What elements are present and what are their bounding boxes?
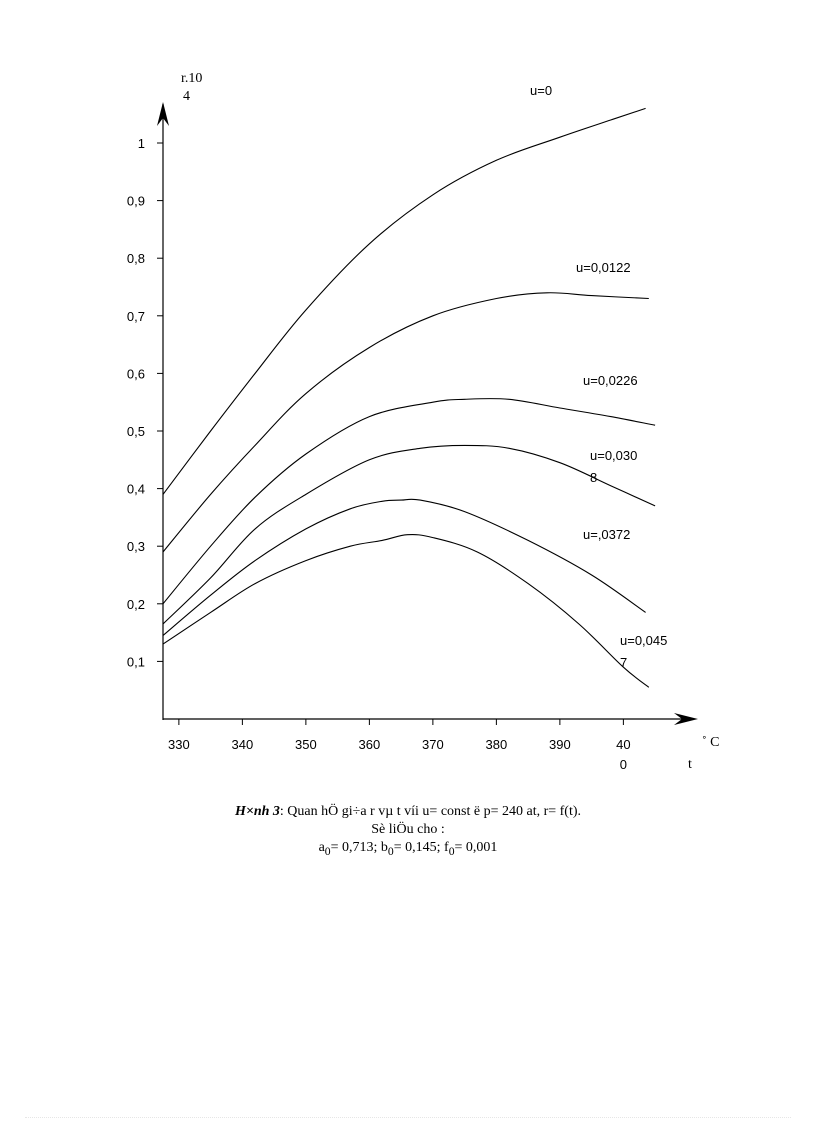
series-label-3: u=0,0226 bbox=[583, 373, 638, 388]
caption-title: : Quan hÖ gi÷a r vµ t víi u= const ë p= … bbox=[279, 804, 582, 819]
x-axis-unit: ˚ C bbox=[702, 735, 720, 750]
caption-line-2: Sè liÖu cho : bbox=[371, 822, 445, 837]
y-tick-label: 0,6 bbox=[127, 366, 145, 381]
coef-f-symbol: f bbox=[444, 840, 449, 855]
axes bbox=[157, 102, 698, 725]
y-axis-arrow bbox=[157, 102, 169, 126]
series-label-1: u=0 bbox=[530, 83, 552, 98]
x-tick-label: 330 bbox=[168, 737, 190, 752]
x-tick-label: 370 bbox=[422, 737, 444, 752]
y-axis-label: r.10 bbox=[181, 71, 202, 86]
y-ticks: 0,1 0,2 0,3 0,4 0,5 0,6 0,7 0,8 0,9 1 bbox=[127, 136, 163, 669]
coef-f-subscript: 0 bbox=[448, 844, 455, 858]
y-tick-label: 0,1 bbox=[127, 654, 145, 669]
x-tick-label: 40 bbox=[616, 737, 630, 752]
y-axis-label-exponent: 4 bbox=[183, 89, 190, 104]
x-tick-label: 360 bbox=[359, 737, 381, 752]
y-tick-label: 1 bbox=[138, 136, 145, 151]
series-line-2 bbox=[162, 292, 649, 553]
x-axis-arrow bbox=[674, 713, 698, 725]
chart-svg: 0,1 0,2 0,3 0,4 0,5 0,6 0,7 0,8 0,9 1 330 340 350 36… bbox=[127, 71, 720, 772]
series-label-5: u=,0372 bbox=[583, 527, 630, 542]
series-label-6: u=0,045 bbox=[620, 633, 667, 648]
coef-f-value: = 0,001 bbox=[454, 840, 498, 855]
y-tick-label: 0,8 bbox=[127, 251, 145, 266]
page-edge-divider bbox=[25, 1117, 791, 1118]
series-line-6 bbox=[162, 533, 650, 688]
series-label-4-line2: 8 bbox=[590, 470, 597, 485]
series-line-3 bbox=[162, 398, 656, 605]
series-label-2: u=0,0122 bbox=[576, 260, 631, 275]
series-line-4 bbox=[162, 444, 656, 625]
figure-label: H×nh 3 bbox=[234, 804, 280, 819]
x-tick-label: 350 bbox=[295, 737, 317, 752]
coef-a-subscript: 0 bbox=[324, 844, 331, 858]
coef-b-symbol: b bbox=[380, 840, 388, 855]
series-line-1 bbox=[162, 107, 646, 495]
axis-labels: r.10 4 ˚ C t bbox=[181, 71, 720, 772]
curves bbox=[162, 107, 656, 688]
x-ticks: 330 340 350 360 370 380 390 400 bbox=[168, 719, 631, 772]
y-tick-label: 0,5 bbox=[127, 424, 145, 439]
series-labels: u=0 u=0,0122 u=0,0226 u=0,030 8 u=,0372 u=0,04… bbox=[530, 83, 667, 670]
x-tick-label: 390 bbox=[549, 737, 571, 752]
coef-a-value: = 0,713; bbox=[330, 840, 381, 855]
x-axis-label: t bbox=[688, 757, 692, 772]
coef-b-value: = 0,145; bbox=[393, 840, 445, 855]
y-tick-label: 0,3 bbox=[127, 539, 145, 554]
y-tick-label: 0,4 bbox=[127, 482, 145, 497]
y-tick-label: 0,2 bbox=[127, 597, 145, 612]
coef-a-symbol: a bbox=[318, 840, 325, 855]
figure-caption: H×nh 3: Quan hÖ gi÷a r vµ t víi u= const… bbox=[0, 803, 816, 861]
y-tick-label: 0,9 bbox=[127, 194, 145, 209]
series-line-5 bbox=[162, 498, 646, 636]
caption-line-3: a0= 0,713; b0= 0,145; f0= 0,001 bbox=[0, 839, 816, 861]
x-tick-label: 340 bbox=[232, 737, 254, 752]
x-tick-label-line2: 0 bbox=[620, 757, 627, 772]
coef-b-subscript: 0 bbox=[387, 844, 394, 858]
series-label-6-line2: 7 bbox=[620, 655, 627, 670]
caption-line-1: H×nh 3: Quan hÖ gi÷a r vµ t víi u= const… bbox=[0, 803, 816, 821]
x-tick-label: 380 bbox=[486, 737, 508, 752]
y-tick-label: 0,7 bbox=[127, 309, 145, 324]
series-label-4: u=0,030 bbox=[590, 448, 637, 463]
